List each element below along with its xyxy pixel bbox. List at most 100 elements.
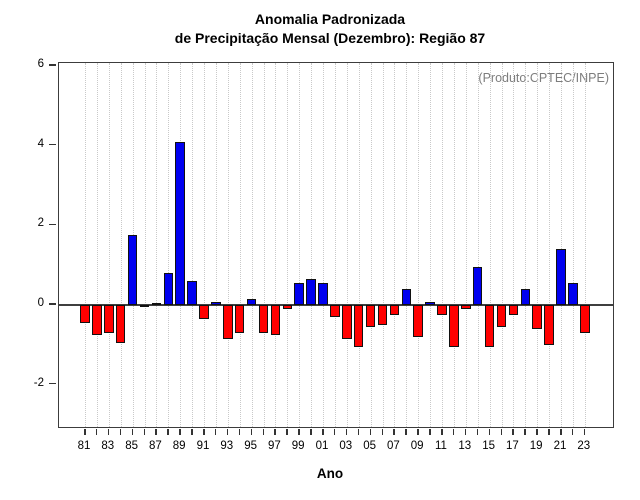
vertical-gridline [394, 63, 396, 427]
bar-2010 [425, 302, 435, 305]
x-axis-tick [345, 429, 348, 435]
x-axis-tick [119, 429, 122, 435]
vertical-gridline [489, 63, 491, 427]
bar-1982 [92, 305, 102, 335]
bar-2011 [437, 305, 447, 315]
x-axis-tick [429, 429, 431, 435]
chart-title: Anomalia Padronizada de Precipitação Men… [0, 10, 640, 48]
vertical-gridline [311, 63, 313, 427]
x-axis-tick [548, 429, 550, 435]
x-axis-tick [167, 429, 169, 435]
x-axis-tick [191, 429, 193, 435]
vertical-gridline [168, 63, 170, 427]
vertical-gridline [227, 63, 229, 427]
bar-1985 [127, 235, 138, 305]
bar-2001 [318, 283, 328, 305]
vertical-gridline [275, 63, 277, 427]
x-axis-tick [203, 429, 205, 435]
x-axis-tick-label: 83 [101, 440, 115, 452]
bar-1984 [115, 305, 126, 343]
chart-title-line1: Anomalia Padronizada [254, 11, 406, 27]
x-axis-tick [583, 429, 586, 435]
x-axis-tick [214, 429, 217, 435]
y-axis-tick-label: 4 [37, 137, 44, 150]
x-axis-tick-label: 07 [386, 440, 400, 452]
x-axis-tick [84, 429, 86, 435]
vertical-gridline [358, 63, 360, 427]
x-axis-tick [107, 429, 110, 435]
x-axis-tick [131, 429, 134, 435]
y-axis-tick-label: 6 [37, 57, 44, 70]
x-axis-tick [452, 429, 455, 435]
x-axis-tick [238, 429, 241, 435]
bar-2017 [508, 305, 519, 315]
x-axis-tick [286, 429, 288, 435]
vertical-gridline [561, 63, 562, 427]
x-axis-tick-label: 03 [339, 440, 353, 452]
vertical-gridline [477, 63, 479, 427]
bar-2020 [544, 305, 554, 345]
x-axis-tick [405, 429, 407, 435]
vertical-gridline [513, 63, 515, 427]
x-axis-tick [310, 429, 312, 435]
x-axis-tick-label: 17 [505, 440, 519, 452]
bar-1999 [294, 283, 304, 305]
vertical-gridline [572, 63, 574, 427]
y-axis-tick-label: 0 [37, 297, 44, 309]
bar-2012 [449, 305, 459, 347]
vertical-gridline [192, 63, 194, 427]
vertical-gridline [215, 63, 217, 427]
bar-1986 [139, 305, 150, 307]
x-axis-tick [226, 429, 229, 435]
bar-2003 [342, 305, 352, 339]
vertical-gridline [108, 63, 110, 427]
bar-1993 [223, 305, 233, 339]
bar-1990 [187, 281, 197, 305]
x-axis-tick-label: 99 [291, 440, 305, 452]
x-axis-tick-label: 21 [553, 440, 567, 452]
vertical-gridline [382, 63, 384, 427]
x-axis-tick-label: 93 [220, 440, 234, 452]
vertical-gridline [584, 63, 586, 427]
vertical-gridline [465, 63, 467, 427]
x-axis-tick [441, 429, 443, 435]
bar-2006 [377, 305, 388, 325]
x-axis-tick-label: 05 [363, 440, 376, 452]
vertical-gridline [501, 63, 503, 427]
vertical-gridline [442, 63, 443, 427]
y-axis-tick-label: 2 [37, 217, 44, 230]
y-axis-tick [49, 382, 56, 385]
x-axis-tick [95, 429, 98, 435]
x-axis-tick [298, 429, 300, 435]
x-axis-tick [179, 429, 181, 435]
bar-2002 [330, 305, 340, 317]
vertical-gridline [251, 63, 253, 427]
bar-1991 [199, 305, 209, 319]
bar-1995 [246, 299, 257, 305]
vertical-gridline [299, 63, 301, 427]
vertical-gridline [85, 63, 86, 427]
vertical-gridline [96, 63, 98, 427]
x-axis-tick-label: 09 [410, 440, 424, 452]
x-axis-tick [369, 429, 372, 435]
x-axis-tick-label: 13 [458, 440, 472, 452]
y-axis-tick [49, 303, 56, 305]
x-axis-tick [357, 429, 360, 435]
x-axis-tick-label: 91 [196, 440, 210, 452]
x-axis-tick [262, 429, 264, 435]
x-axis-tick-label: 11 [435, 440, 447, 452]
source-annotation: (Produto:CPTEC/INPE) [478, 71, 609, 85]
y-axis-tick [49, 223, 56, 225]
x-axis-tick-label: 87 [148, 440, 162, 452]
bar-2016 [496, 305, 507, 327]
bar-1981 [80, 305, 90, 323]
x-axis-tick-label: 19 [529, 440, 543, 452]
x-axis-tick [500, 429, 502, 435]
vertical-gridline [120, 63, 122, 427]
bar-2000 [306, 279, 316, 305]
bar-2013 [461, 305, 471, 309]
bar-2018 [520, 289, 531, 305]
chart-title-line2: de Precipitação Mensal (Dezembro): Regiã… [174, 30, 486, 46]
bar-2009 [413, 305, 423, 337]
